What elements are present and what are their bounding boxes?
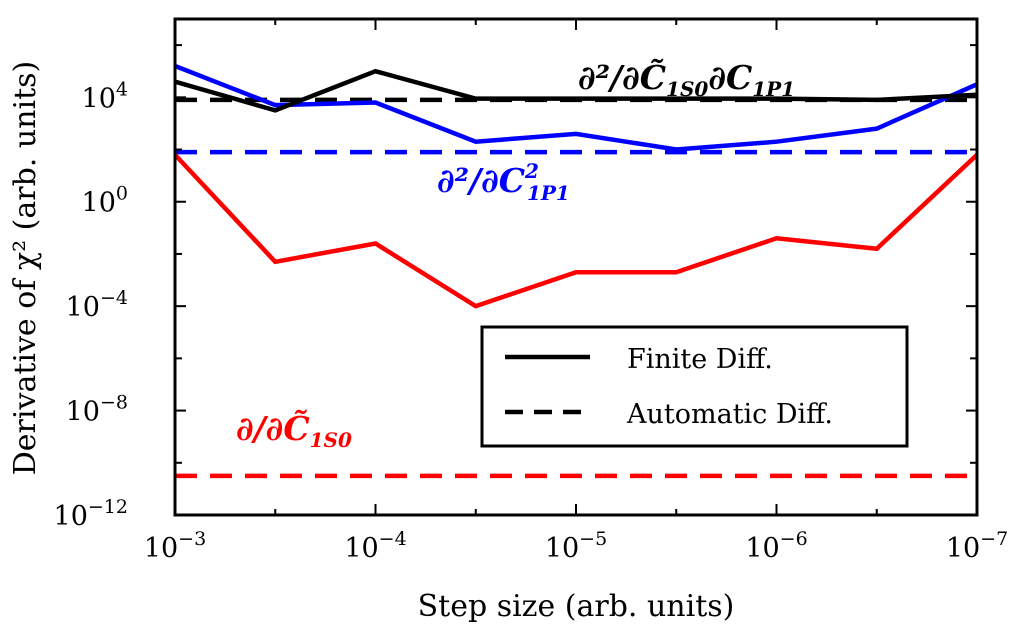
y-tick-label: 10−12 bbox=[54, 496, 128, 532]
y-tick-label: 100 bbox=[82, 183, 128, 219]
plot-area bbox=[175, 63, 977, 479]
y-axis-label: Derivative of χ² (arb. units) bbox=[8, 61, 43, 476]
y-tick-label: 10−4 bbox=[66, 287, 128, 323]
y-tick-label: 10−8 bbox=[66, 392, 128, 428]
blue-series-label: ∂²/∂C2 1P1 bbox=[437, 159, 570, 205]
blue-finite-diff-line bbox=[175, 63, 977, 152]
x-tick-label: 10−5 bbox=[545, 528, 607, 564]
black-series-label: ∂²/∂C̃1S0∂C1P1 bbox=[578, 58, 795, 101]
red-series-label: ∂/∂C̃1S0 bbox=[236, 409, 352, 452]
legend-finite-label: Finite Diff. bbox=[627, 344, 773, 375]
plot-frame bbox=[173, 17, 979, 517]
black-finite-diff-line bbox=[175, 68, 977, 113]
legend-automatic-label: Automatic Diff. bbox=[626, 399, 833, 430]
x-tick-label: 10−7 bbox=[946, 528, 1008, 564]
x-axis-label: Step size (arb. units) bbox=[418, 589, 735, 624]
red-finite-diff-line bbox=[175, 153, 977, 309]
x-tick-label: 10−4 bbox=[344, 528, 406, 564]
legend: Finite Diff. Automatic Diff. bbox=[480, 325, 909, 448]
x-tick-label: 10−6 bbox=[745, 528, 807, 564]
legend-box bbox=[480, 325, 909, 448]
x-tick-label: 10−3 bbox=[144, 528, 206, 564]
y-tick-label: 104 bbox=[82, 78, 128, 114]
